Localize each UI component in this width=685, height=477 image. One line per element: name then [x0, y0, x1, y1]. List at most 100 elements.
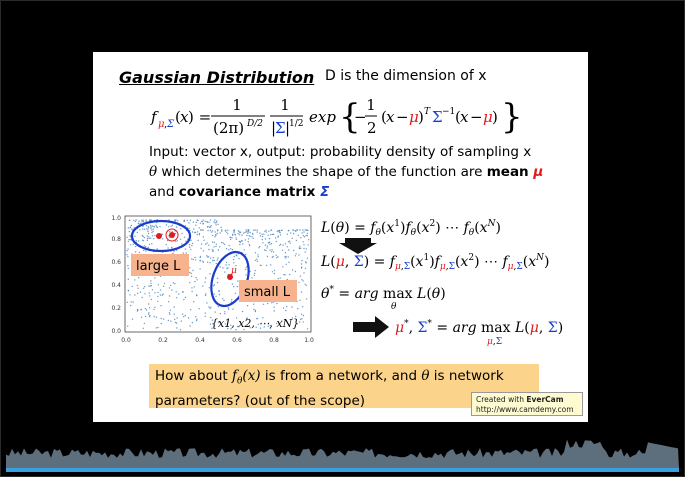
scatter-point: [257, 256, 259, 258]
svg-text:): ): [418, 108, 424, 126]
scatter-point: [162, 293, 164, 295]
scatter-point: [174, 283, 176, 285]
scatter-point: [128, 219, 131, 222]
scatter-point: [279, 234, 282, 236]
and-text: and: [149, 184, 179, 200]
scatter-point: [173, 250, 175, 252]
svg-text:f: f: [150, 108, 159, 126]
scatter-point: [166, 239, 169, 242]
scatter-point: [192, 269, 194, 272]
scatter-point: [175, 291, 177, 293]
scatter-point: [131, 318, 134, 320]
scatter-point: [252, 232, 254, 235]
scatter-point: [285, 263, 287, 265]
scatter-point: [254, 269, 256, 272]
scatter-point: [276, 257, 278, 259]
scatter-point: [207, 230, 209, 232]
scatter-point: [233, 286, 235, 288]
scatter-point: [213, 221, 215, 223]
mean-dot: [169, 232, 175, 238]
scatter-point: [184, 314, 186, 317]
scatter-point: [187, 317, 190, 319]
scatter-point: [163, 285, 165, 287]
scatter-point: [129, 227, 131, 229]
scatter-point: [294, 270, 297, 273]
scatter-point: [212, 285, 215, 287]
svg-text:L(μ, Σ) = fμ,Σ(x1)fμ,Σ(x2) ⋯ f: L(μ, Σ) = fμ,Σ(x1)fμ,Σ(x2) ⋯ fμ,Σ(xN): [320, 253, 549, 272]
scatter-point: [246, 234, 248, 237]
scatter-point: [196, 234, 198, 236]
scatter-point: [145, 250, 147, 252]
scatter-point: [154, 234, 156, 237]
scatter-point: [208, 287, 210, 289]
scatter-point: [183, 220, 185, 222]
scatter-point: [137, 222, 140, 224]
scatter-point: [216, 281, 219, 284]
scatter-point: [249, 327, 251, 329]
scatter-point: [300, 263, 303, 265]
scatter-point: [147, 227, 150, 229]
scatter-point: [183, 298, 185, 301]
scatter-point: [214, 236, 216, 238]
svg-text:Σ: Σ: [275, 119, 286, 137]
scatter-point: [288, 261, 290, 263]
x-tick-label: 0.2: [158, 337, 168, 344]
scatter-point: [199, 259, 201, 262]
scatter-point: [235, 254, 237, 256]
scatter-point: [300, 237, 302, 239]
scatter-point: [257, 254, 259, 256]
scatter-point: [140, 222, 142, 224]
scatter-point: [256, 258, 258, 260]
scatter-point: [180, 228, 182, 230]
scatter-point: [145, 220, 147, 222]
scatter-point: [281, 320, 283, 322]
scatter-point: [238, 258, 240, 260]
scatter-point: [145, 219, 147, 221]
scatter-point: [142, 225, 144, 227]
scatter-point: [189, 219, 192, 221]
scatter-point: [202, 285, 204, 287]
scatter-point: [303, 231, 305, 233]
scatter-point: [191, 321, 194, 324]
scatter-point: [175, 226, 178, 228]
scatter-point: [303, 272, 305, 274]
scatter-point: [287, 241, 290, 243]
scatter-point: [172, 252, 174, 254]
scatter-point: [142, 327, 144, 329]
scatter-point: [209, 323, 212, 325]
scatter-point: [254, 229, 256, 231]
svg-text:): ): [492, 108, 498, 126]
scatter-point: [137, 287, 139, 289]
scatter-point: [224, 271, 226, 273]
scatter-point: [189, 282, 191, 284]
scatter-point: [277, 278, 279, 280]
scatter-point: [290, 232, 292, 234]
scatter-point: [273, 306, 275, 308]
scatter-point: [197, 239, 199, 242]
y-tick-label: 0.8: [111, 236, 121, 243]
scatter-point: [239, 234, 241, 236]
scatter-point: [140, 316, 143, 318]
audio-waveform[interactable]: [6, 436, 679, 472]
scatter-point: [171, 224, 174, 226]
scatter-point: [291, 237, 293, 239]
scatter-point: [239, 243, 241, 246]
scatter-point: [206, 261, 209, 263]
scatter-point: [244, 231, 246, 233]
scatter-point: [129, 304, 132, 307]
scatter-point: [249, 245, 251, 247]
scatter-point: [206, 221, 208, 223]
scatter-point: [305, 284, 307, 287]
scatter-point: [146, 237, 149, 240]
scatter-point: [130, 244, 132, 246]
scatter-point: [265, 249, 267, 252]
svg-text:x: x: [180, 108, 189, 126]
x-tick-label: 1.0: [304, 337, 314, 344]
scatter-point: [155, 224, 157, 226]
scatter-point: [149, 295, 151, 297]
scatter-point: [219, 246, 221, 248]
scatter-point: [217, 257, 219, 259]
scatter-point: [230, 301, 233, 303]
playback-progress[interactable]: [6, 468, 679, 472]
scatter-point: [174, 321, 177, 324]
